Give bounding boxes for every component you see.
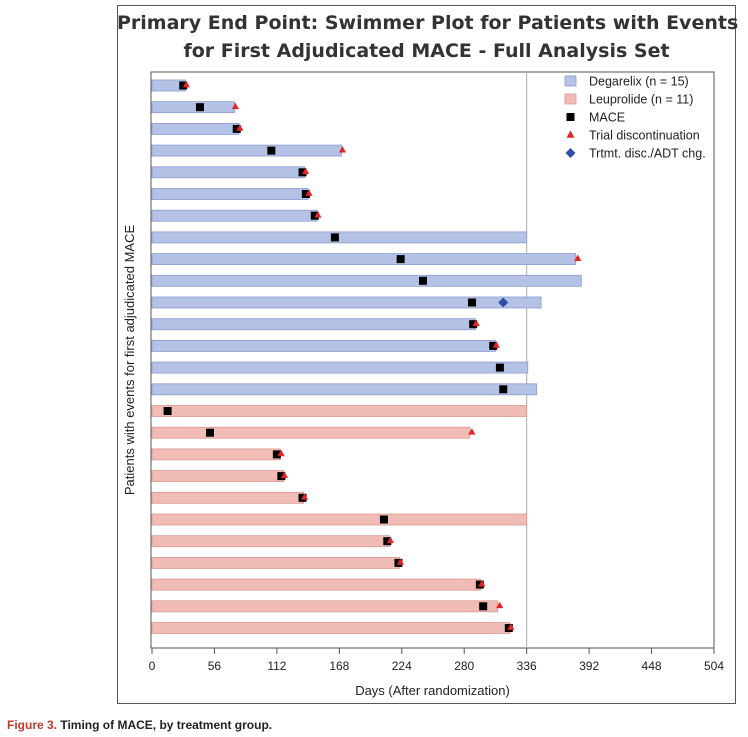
legend-label: Trial discontinuation [589,129,700,143]
chart-title-line1: Primary End Point: Swimmer Plot for Pati… [117,12,739,34]
degarelix-bar [151,318,476,331]
leuprolide-bar [151,426,471,439]
leuprolide-bar [151,448,281,461]
mace-marker [267,146,276,155]
trial-discontinuation-marker [280,471,289,478]
mace-marker [310,211,319,220]
trial-discontinuation-marker [496,601,504,609]
degarelix-bar [151,274,582,287]
mace-marker [330,233,339,242]
mace-marker [469,320,478,329]
figure-caption-text: Timing of MACE, by treatment group. [57,718,273,732]
mace-marker [277,472,286,481]
degarelix-bar [151,209,318,222]
leuprolide-bar [151,557,400,569]
mace-marker [301,190,310,198]
x-tick-label: 112 [267,659,286,673]
mace-marker [379,515,388,524]
mace-marker [418,276,427,285]
degarelix-bar [151,253,577,266]
trial-discontinuation-marker [396,558,405,565]
trial-discontinuation-marker [302,167,310,175]
chart-frame [117,5,736,704]
degarelix-bar [151,188,309,200]
mace-marker [495,363,504,372]
leuprolide-bar [151,513,528,526]
trial-discontinuation-marker [478,580,486,587]
trial-discontinuation-marker [507,623,515,630]
degarelix-bar [151,101,235,114]
degarelix-bar [151,123,240,135]
x-axis-label: Days (After randomization) [355,683,510,698]
y-axis-label: Patients with events for first adjudicat… [122,225,137,496]
trial-discontinuation-marker [300,493,309,500]
chart-title-line2: for First Adjudicated MACE - Full Analys… [183,40,670,62]
trial-discontinuation-marker [472,319,480,327]
trial-discontinuation-marker [277,449,285,457]
legend-label: Degarelix (n = 15) [589,75,689,89]
x-tick-label: 504 [704,659,724,673]
treatment-change-marker [498,297,509,308]
degarelix-bar [151,231,528,244]
leuprolide-bar [151,535,390,548]
legend-label: Trtmt. disc./ADT chg. [589,147,706,161]
trial-discontinuation-marker [386,536,394,544]
degarelix-bar [151,144,342,157]
mace-marker [468,298,477,307]
x-tick-label: 56 [208,659,222,673]
trial-discontinuation-marker [574,254,582,261]
trial-discontinuation-marker [338,146,347,153]
figure-caption: Figure 3. Timing of MACE, by treatment g… [7,718,272,732]
mace-marker [298,168,307,177]
x-tick-label: 392 [579,659,599,673]
mace-marker [383,537,392,546]
leuprolide-bar [151,622,511,634]
x-tick-label: 0 [149,659,156,673]
trial-discontinuation-marker [236,124,244,131]
leuprolide-bar [151,600,499,613]
mace-marker [272,450,281,459]
degarelix-bar [151,166,306,179]
trial-discontinuation-marker [314,211,322,218]
x-tick-label: 448 [642,659,662,673]
mace-marker [179,81,188,90]
x-tick-label: 168 [329,659,349,673]
mace-marker [205,428,214,437]
mace-marker [499,385,508,394]
mace-marker [489,341,498,350]
legend-label: Leuprolide (n = 11) [589,93,693,107]
legend-swatch [566,130,575,138]
trial-discontinuation-marker [182,80,190,88]
leuprolide-bar [151,578,482,591]
legend-swatch [564,75,577,87]
legend-swatch [566,113,575,121]
trial-discontinuation-marker [305,189,313,196]
x-tick-label: 224 [392,659,412,673]
x-tick-label: 280 [454,659,474,673]
mace-marker [195,103,204,112]
x-tick-label: 336 [517,659,537,673]
figure-caption-label: Figure 3. [7,718,58,732]
mace-marker [396,255,405,264]
legend-label: MACE [589,111,625,125]
legend-swatch [564,93,577,105]
leuprolide-bar [151,491,305,504]
trial-discontinuation-marker [231,102,240,110]
degarelix-bar [151,361,529,374]
plot-area-border [150,71,715,649]
mace-marker [163,407,172,415]
mace-marker [479,602,488,611]
mace-marker [232,124,241,133]
leuprolide-bar [151,405,528,417]
degarelix-bar [151,383,538,396]
trial-discontinuation-marker [468,428,476,435]
degarelix-bar [151,296,542,309]
leuprolide-bar [151,470,284,483]
legend-swatch [565,148,576,158]
degarelix-bar [151,339,496,352]
trial-discontinuation-marker [492,341,500,348]
